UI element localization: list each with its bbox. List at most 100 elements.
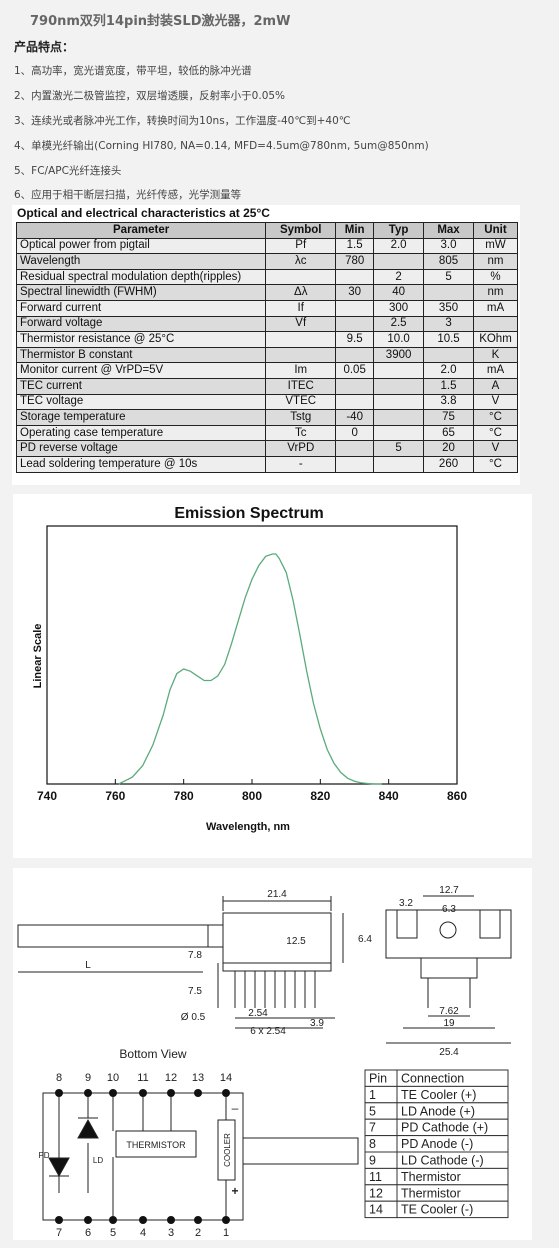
spec-table-row: Residual spectral modulation depth(rippl… <box>15 268 519 286</box>
pin-table-cell: 12 <box>369 1186 383 1200</box>
dim-end-254: 25.4 <box>439 1047 459 1058</box>
spec-cell: % <box>472 268 519 286</box>
spec-table-row: Forward voltage Vf 2.5 3 <box>15 315 519 333</box>
spec-cell: V <box>472 440 519 457</box>
bottom-view-schematic <box>42 1092 359 1221</box>
spec-cell: Tstg <box>265 409 337 426</box>
x-tick-label: 780 <box>174 789 194 803</box>
spec-header-cell: Parameter <box>15 222 267 239</box>
end-view-base <box>420 957 478 979</box>
spec-cell: ITEC <box>265 377 337 395</box>
dim-end-width: 12.7 <box>439 885 459 896</box>
spec-cell: mA <box>472 362 519 379</box>
spec-cell: Spectral linewidth (FWHM) <box>15 284 267 301</box>
page-title: 790nm双列14pin封装SLD激光器，2mW <box>30 14 291 29</box>
spec-cell: 10.0 <box>373 331 425 348</box>
spec-cell <box>373 253 425 270</box>
pin-dot <box>55 1089 63 1097</box>
spec-cell: Storage temperature <box>15 409 267 426</box>
spec-table-row: Thermistor resistance @ 25°C 9.5 10.0 10.5 K… <box>15 331 519 348</box>
pd-diode-symbol <box>48 1157 70 1178</box>
spec-cell: 5 <box>373 440 425 457</box>
spec-cell: Residual spectral modulation depth(rippl… <box>15 268 267 286</box>
spec-header-cell: Symbol <box>265 222 337 239</box>
emission-spectrum-chart: Emission Spectrum Wavelength, nm Linear … <box>13 494 532 858</box>
spec-cell <box>373 393 425 411</box>
x-ticks: 740 760 780 800 820 840 860 <box>37 779 467 803</box>
feature-item: 1、高功率，宽光谱宽度，带平坦，较低的脉冲光谱 <box>14 65 252 77</box>
pin-number: 9 <box>85 1072 91 1084</box>
cooler-label: COOLER <box>223 1133 232 1167</box>
spec-header-cell: Min <box>335 222 375 239</box>
spec-cell <box>335 440 375 457</box>
spec-cell: Optical power from pigtail <box>15 237 267 255</box>
pin-number: 1 <box>223 1227 229 1239</box>
pin-number: 12 <box>165 1072 177 1084</box>
spec-header-cell: Unit <box>472 222 519 239</box>
spec-cell: Forward current <box>15 299 267 317</box>
pin-table-header: Connection <box>401 1072 464 1086</box>
spec-cell <box>472 315 519 333</box>
x-tick-label: 760 <box>105 789 125 803</box>
pin-dot <box>109 1089 117 1097</box>
spec-cell: 3 <box>423 315 474 333</box>
pin-dot <box>139 1089 147 1097</box>
spec-cell: 3.8 <box>423 393 474 411</box>
pin-table-cell: 9 <box>369 1154 376 1168</box>
spec-cell: VrPD <box>265 440 337 457</box>
dim-end-height: 6.4 <box>358 934 372 945</box>
y-axis-label: Linear Scale <box>32 624 44 689</box>
feature-item: 5、FC/APC光纤连接头 <box>14 165 122 177</box>
spec-table-row: Thermistor B constant 3900 K <box>15 346 519 364</box>
spec-cell: 5 <box>423 268 474 286</box>
pin-dot <box>194 1216 202 1224</box>
pin-table-cell-frame <box>396 1200 509 1219</box>
spec-cell: 40 <box>373 284 425 301</box>
fiber-pigtail <box>17 924 209 948</box>
spec-cell: mA <box>472 299 519 317</box>
pin-table-cell: TE Cooler (+) <box>401 1088 476 1102</box>
spec-table-row: Wavelength λc 780 805 nm <box>15 253 519 270</box>
feature-item: 6、应用于相干断层扫描，光纤传感，光学测量等 <box>14 189 242 201</box>
chart-svg: Emission Spectrum Wavelength, nm Linear … <box>32 505 467 833</box>
pin-table-cell: 1 <box>369 1088 376 1102</box>
spec-cell: Wavelength <box>15 253 267 270</box>
pin-dot <box>55 1216 63 1224</box>
spec-cell: TEC current <box>15 377 267 395</box>
spec-cell: 2.5 <box>373 315 425 333</box>
feature-item: 4、单模光纤输出(Corning HI780, NA=0.14, MFD=4.5… <box>14 140 429 152</box>
fiber-boot <box>207 924 224 948</box>
spec-cell: Lead soldering temperature @ 10s <box>15 455 267 473</box>
end-view-slot-right <box>479 909 501 939</box>
spec-cell <box>335 268 375 286</box>
pin-number: 11 <box>137 1072 148 1084</box>
spec-cell: 9.5 <box>335 331 375 348</box>
spec-table-panel: Optical and electrical characteristics a… <box>12 205 520 485</box>
spec-cell: KOhm <box>472 331 519 348</box>
pin-table-header: Pin <box>369 1072 387 1086</box>
spec-cell <box>373 409 425 426</box>
feature-item: 3、连续光或者脉冲光工作，转换时间为10ns，工作温度-40℃到+40℃ <box>14 115 351 127</box>
thermistor-label: THERMISTOR <box>126 1140 186 1150</box>
pin-table-cell: Thermistor <box>401 1186 461 1200</box>
side-view-drawing <box>17 896 344 1029</box>
spec-cell: nm <box>472 253 519 270</box>
spec-cell: Thermistor resistance @ 25°C <box>15 331 267 348</box>
spec-cell: Operating case temperature <box>15 424 267 442</box>
pin-dot <box>139 1216 147 1224</box>
pin-table-cell: 11 <box>369 1170 382 1184</box>
spec-cell: V <box>472 393 519 411</box>
pin-dot <box>167 1216 175 1224</box>
spec-cell: 3.0 <box>423 237 474 255</box>
spec-header-cell: Typ <box>373 222 425 239</box>
spec-cell <box>373 455 425 473</box>
spec-cell: 65 <box>423 424 474 442</box>
spec-table-row: Storage temperature Tstg -40 75 °C <box>15 409 519 426</box>
spec-cell: Δλ <box>265 284 337 301</box>
spec-cell: 10.5 <box>423 331 474 348</box>
spec-cell: Thermistor B constant <box>15 346 267 364</box>
spec-table-row: TEC voltage VTEC 3.8 V <box>15 393 519 411</box>
pin-dot <box>167 1089 175 1097</box>
pin-dot <box>222 1216 230 1224</box>
spec-cell: 780 <box>335 253 375 270</box>
